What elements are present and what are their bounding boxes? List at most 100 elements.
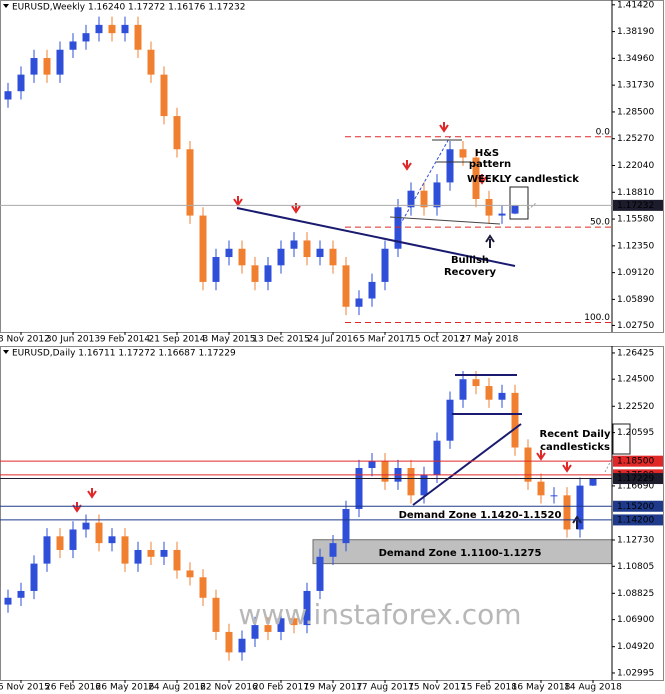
trend-line — [412, 423, 522, 506]
y-tick-label: 1.10805 — [617, 562, 654, 572]
candle-body — [420, 190, 428, 208]
price-label-box — [613, 500, 663, 512]
x-tick-label: 21 Sep 2014 — [148, 335, 205, 345]
title-marker — [3, 4, 9, 8]
x-tick-label: 22 Nov 2016 — [200, 683, 258, 693]
annotation: Demand Zone 1.1100-1.1275 — [379, 548, 542, 559]
candle-body — [199, 215, 207, 282]
candle-body — [459, 149, 467, 158]
annotation: Bullish — [451, 255, 489, 266]
chart-title: EURUSD,Daily 1.16711 1.17272 1.16687 1.1… — [12, 349, 236, 359]
candle-body — [407, 468, 415, 496]
candle-body — [420, 474, 428, 496]
price-label-box — [613, 199, 663, 211]
candle-body — [329, 248, 337, 266]
weekly-box — [509, 186, 529, 220]
candle-body — [381, 461, 389, 482]
candle-body — [277, 618, 285, 632]
candle-body — [368, 281, 376, 299]
price-label: 1.14200 — [617, 515, 654, 525]
candle-body — [30, 58, 38, 75]
price-label: 1.15200 — [617, 502, 654, 512]
candle-body — [43, 58, 51, 75]
candle-body — [329, 543, 337, 557]
y-tick-label: 1.31730 — [617, 81, 654, 91]
price-label: 1.18500 — [617, 457, 654, 467]
y-tick-label: 1.25270 — [617, 134, 654, 144]
y-tick-label: 1.02750 — [617, 321, 654, 331]
panel-frame — [0, 346, 664, 681]
fib-label: 0.0 — [596, 127, 611, 137]
candle-body — [173, 116, 181, 150]
candle-body — [342, 265, 350, 307]
candle-body — [134, 24, 142, 50]
y-tick-label: 1.34960 — [617, 54, 654, 64]
candle-body — [199, 577, 207, 598]
candle-body — [251, 625, 259, 639]
x-tick-label: 24 Jul 2016 — [308, 335, 359, 345]
candle-body — [17, 590, 25, 598]
candle-body — [394, 207, 402, 249]
x-tick-label: 26 Nov 2015 — [0, 683, 50, 693]
x-tick-label: 18 Nov 2012 — [0, 335, 50, 345]
y-tick-label: 1.02995 — [617, 668, 654, 678]
candle-body — [446, 149, 454, 183]
x-tick-label: 15 Oct 2017 — [409, 335, 465, 345]
candle-body — [30, 563, 38, 591]
candle-body — [251, 265, 259, 282]
candle-body — [485, 198, 493, 216]
candle-body — [56, 49, 64, 75]
candle-body — [355, 468, 363, 509]
candle-body — [446, 399, 454, 441]
annotation: Recent Daily — [540, 429, 611, 440]
x-tick-label: 9 Feb 2014 — [100, 335, 151, 345]
price-label: 1.17229 — [617, 474, 654, 484]
price-label-box — [613, 455, 663, 467]
candle-body — [433, 440, 441, 475]
arrow — [572, 515, 582, 529]
candle-body — [290, 618, 298, 626]
candle-body — [225, 631, 233, 653]
y-tick-label: 1.26425 — [617, 348, 654, 358]
y-tick-label: 1.41420 — [617, 0, 654, 10]
x-tick-label: 17 Aug 2017 — [356, 683, 414, 693]
candle-body — [4, 91, 12, 100]
y-tick-label: 1.09120 — [617, 268, 654, 278]
neckline — [389, 216, 501, 225]
candle-body — [121, 24, 129, 34]
candle-body — [108, 24, 116, 34]
fib-label: 50.0 — [590, 218, 610, 228]
candle-body — [355, 298, 363, 307]
candle-body — [472, 379, 480, 387]
candle-body — [95, 522, 103, 544]
y-tick-label: 1.16690 — [617, 481, 654, 491]
x-tick-label: 26 May 2016 — [96, 683, 155, 693]
candle-body — [134, 549, 142, 564]
x-tick-label: 16 May 2018 — [512, 683, 571, 693]
candle-body — [225, 248, 233, 258]
x-tick-label: 15 Nov 2017 — [408, 683, 466, 693]
trend-line — [236, 207, 516, 267]
x-tick-label: 24 Aug 2016 — [148, 683, 206, 693]
y-tick-label: 1.28500 — [617, 107, 654, 117]
y-tick-label: 1.20595 — [617, 428, 654, 438]
candle-body — [264, 625, 272, 632]
x-tick-label: 5 Mar 2017 — [359, 335, 410, 345]
price-label-box — [613, 514, 663, 526]
candle-body — [459, 379, 467, 400]
y-tick-label: 1.05890 — [617, 295, 654, 305]
candle-body — [82, 522, 90, 530]
y-tick-label: 1.08825 — [617, 589, 654, 599]
annotation: candlesticks — [540, 442, 610, 453]
x-tick-label: 15 Feb 2018 — [461, 683, 517, 693]
x-tick-label: 3 May 2015 — [203, 335, 256, 345]
x-tick-label: 30 Jun 2013 — [46, 335, 100, 345]
chart-title: EURUSD,Weekly 1.16240 1.17272 1.16176 1.… — [12, 3, 245, 13]
candle-body — [147, 49, 155, 75]
y-tick-label: 1.04920 — [617, 642, 654, 652]
y-tick-label: 1.15580 — [617, 215, 654, 225]
candle-body — [368, 461, 376, 469]
candle-body — [186, 149, 194, 216]
candle-body — [4, 597, 12, 605]
